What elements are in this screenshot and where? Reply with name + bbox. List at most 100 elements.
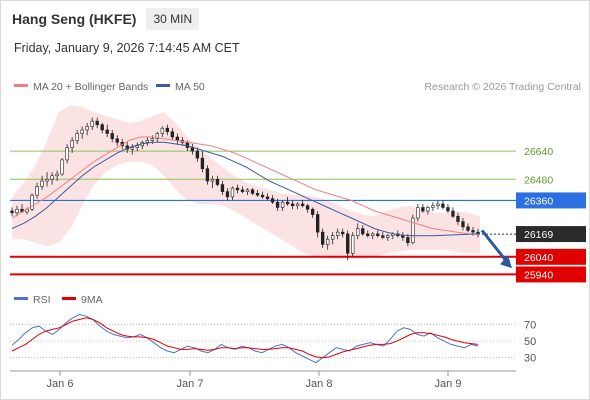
candle-body [175,136,180,141]
rsi-ma9-line [11,317,479,359]
candle-body [295,203,300,207]
candle-body [461,221,465,228]
candle-body [165,127,170,133]
candle-body [85,126,89,131]
candle-body [336,231,340,236]
current-price-badge [516,226,586,243]
candle-body [250,189,255,194]
ma20-line [11,136,481,235]
candle-body [320,231,325,245]
rsi-legend-swatch [14,297,28,300]
candle-body [416,207,420,219]
rsi-tick-70: 70 [524,319,536,331]
candle-body [50,175,54,180]
rsi-legend-label: RSI [33,294,51,306]
ma50-legend-swatch [156,84,170,87]
forecast-arrow-shaft [480,229,510,265]
candle-body [100,124,104,131]
ma50-legend-label: MA 50 [175,81,205,93]
candle-body [456,215,460,222]
interval-badge[interactable]: 30 MIN [146,8,200,30]
candle-body [110,133,114,140]
level-label-26360: 26360 [524,195,553,207]
candle-body [145,140,149,143]
candle-body [90,120,94,127]
candle-body [451,210,455,217]
level-label-25940: 25940 [524,269,553,281]
candle-body [315,214,320,233]
candle-body [200,157,205,170]
candle-body [371,233,375,236]
candle-body [160,127,165,134]
candle-body [351,235,355,254]
candle-body [45,178,49,182]
forecast-arrow-head [500,255,512,269]
candle-body [225,191,230,198]
candle-body [10,210,14,214]
candle-body [331,235,335,240]
candle-body [431,205,435,208]
candle-body [35,186,39,196]
x-tick-label: Jan 9 [435,378,462,390]
candle-body [446,207,450,212]
candle-body [471,230,475,233]
candle-body [270,198,275,203]
candle-body [376,233,380,236]
candle-body [55,173,59,177]
candle-body [210,178,215,182]
candle-body [466,226,470,231]
candle-body [280,201,285,208]
candle-body [30,194,34,210]
candle-body [386,235,390,238]
candle-body [130,147,134,150]
level-badge-25940 [516,266,586,283]
candle-body [185,141,190,148]
x-tick-label: Jan 8 [306,378,333,390]
bollinger-band-area [12,105,480,259]
candle-body [260,194,265,198]
candle-body [245,189,250,192]
title-bar: Hang Seng (HKFE) 30 MIN [12,8,200,30]
candle-body [70,140,74,148]
x-tick-label: Jan 6 [47,378,74,390]
candle-body [105,129,109,134]
candle-body [421,207,425,212]
candle-body [15,208,19,214]
bollinger-legend-label: MA 20 + Bollinger Bands [33,81,148,93]
candle-body [441,203,445,208]
copyright-text: Research © 2026 Trading Central [424,81,581,93]
candle-body [305,205,310,210]
candle-body [255,193,260,196]
candle-body [135,145,139,148]
candle-body [230,187,235,198]
level-label-26480: 26480 [524,174,553,186]
candle-body [80,129,84,134]
timestamp: Friday, January 9, 2026 7:14:45 AM CET [14,41,240,55]
current-price-label: 26169 [524,229,553,241]
candle-body [436,203,440,207]
candle-body [95,120,99,125]
candle-body [381,235,385,238]
rsi-tick-30: 30 [524,353,536,365]
candle-body [155,133,159,140]
candle-body [235,187,240,191]
level-label-26640: 26640 [524,146,553,158]
candle-body [366,233,370,236]
candle-body [60,159,64,175]
candle-body [115,138,119,143]
candle-body [215,178,220,185]
candle-body [300,203,305,207]
level-badge-26360 [516,192,586,209]
candle-body [290,203,295,207]
candle-body [265,196,270,199]
ma50-line [11,141,481,237]
candle-body [170,131,175,138]
candle-body [150,138,154,141]
candle-body [285,201,290,205]
candle-body [310,208,315,215]
candle-body [325,238,330,245]
candle-body [361,228,365,235]
candle-body [205,168,210,182]
rsi-line [11,313,479,364]
